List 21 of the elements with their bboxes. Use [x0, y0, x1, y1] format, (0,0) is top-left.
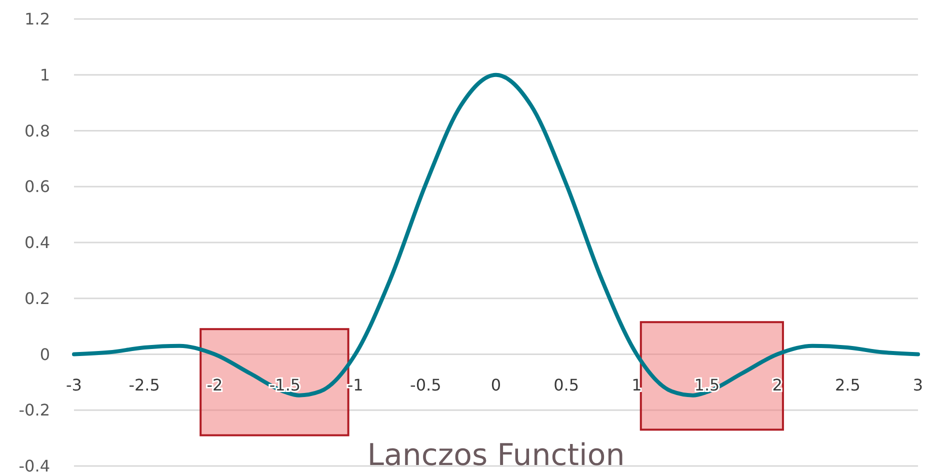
y-tick-label: 0.6	[24, 177, 50, 196]
x-tick-label: -2	[206, 375, 223, 394]
x-tick-label: 2.5	[834, 375, 860, 394]
y-tick-label: 0.8	[24, 121, 50, 140]
y-tick-label: -0.2	[18, 400, 50, 420]
y-tick-label: 0.2	[24, 288, 50, 308]
x-tick-label: 0	[490, 375, 502, 394]
x-tick-label: -0.5	[410, 375, 442, 394]
y-tick-label: -0.4	[18, 456, 50, 476]
y-tick-label: 0.4	[24, 233, 50, 252]
y-tick-label: 0	[40, 344, 50, 364]
x-tick-label: -3	[66, 375, 82, 394]
x-tick-label: 3	[912, 375, 924, 394]
x-tick-label: 2	[772, 375, 782, 394]
x-tick-label: 1.5	[694, 375, 720, 394]
y-tick-label: 1.2	[24, 10, 50, 29]
x-tick-label: -2.5	[128, 375, 160, 394]
x-axis-title: Lanczos Function	[367, 438, 625, 473]
x-tick-label: 0.5	[554, 375, 580, 394]
y-tick-label: 1	[40, 65, 50, 84]
x-tick-label: -1.5	[269, 375, 301, 394]
